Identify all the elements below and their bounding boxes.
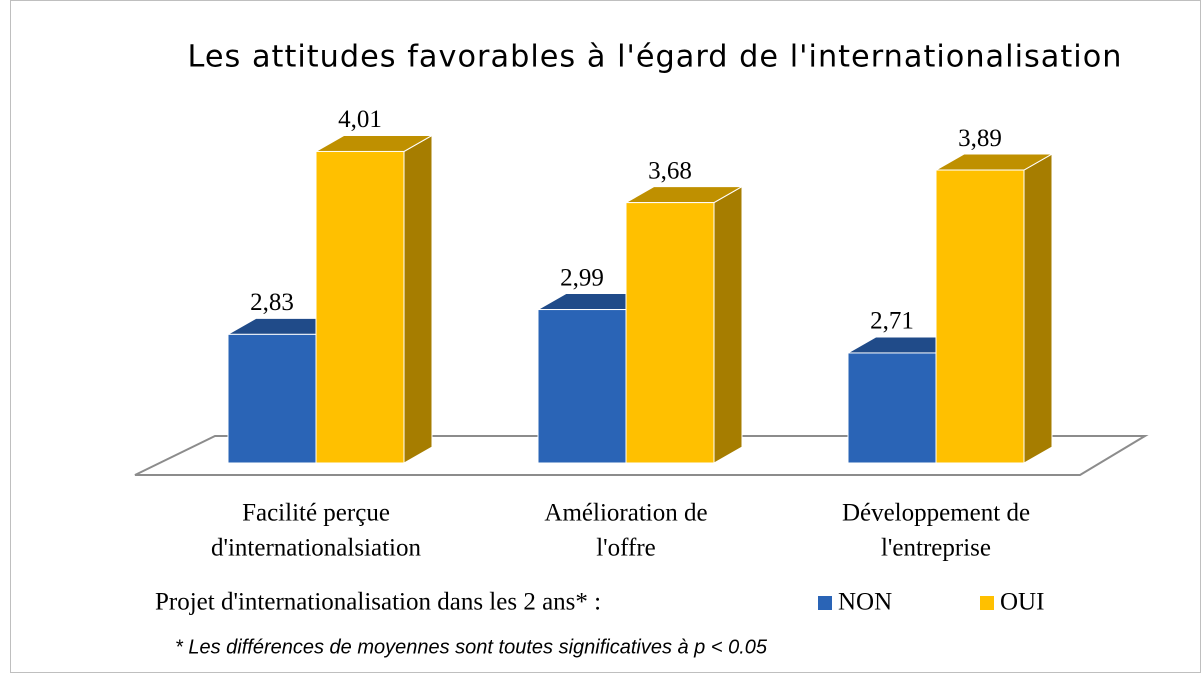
x-tick-label: l'entreprise — [881, 535, 991, 562]
value-label: 3,68 — [648, 157, 692, 184]
bar — [847, 352, 937, 464]
bar-side — [1023, 153, 1053, 464]
bar — [227, 333, 317, 464]
value-label: 2,71 — [870, 308, 914, 335]
x-tick-label: Amélioration de — [544, 500, 707, 527]
bar — [625, 202, 715, 464]
legend-title: Projet d'internationalisation dans les 2… — [155, 589, 601, 616]
bar — [315, 150, 405, 464]
bar-side — [403, 134, 433, 464]
bar — [537, 309, 627, 464]
legend-swatch — [818, 596, 832, 610]
legend-swatch — [980, 596, 994, 610]
value-label: 2,83 — [250, 289, 294, 316]
value-label: 3,89 — [958, 125, 1002, 152]
footnote: * Les différences de moyennes sont toute… — [175, 636, 768, 658]
value-label: 2,99 — [560, 264, 604, 291]
x-tick-label: d'internationalsiation — [211, 535, 422, 562]
bar — [935, 169, 1025, 464]
legend-label: OUI — [1000, 589, 1044, 616]
x-tick-label: Facilité perçue — [242, 500, 390, 527]
x-tick-label: Développement de — [842, 500, 1030, 527]
chart-title: Les attitudes favorables à l'égard de l'… — [188, 40, 1123, 75]
x-tick-label: l'offre — [596, 535, 656, 562]
value-label: 4,01 — [338, 106, 382, 133]
legend-label: NON — [838, 589, 892, 616]
bar-side — [713, 185, 743, 464]
